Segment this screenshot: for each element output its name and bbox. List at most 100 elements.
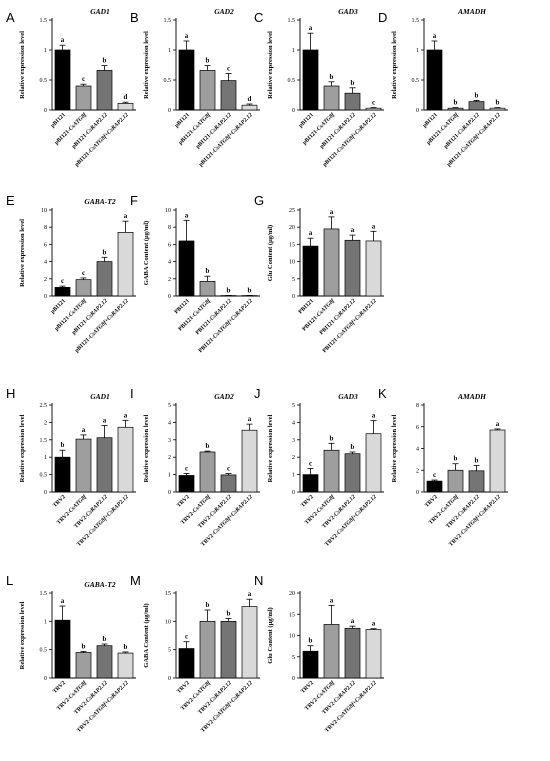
chart-title: GAD2: [214, 392, 234, 401]
y-tick-label: 1: [44, 48, 47, 54]
y-tick-label: 8: [416, 403, 419, 409]
y-tick-label: 0: [292, 108, 295, 114]
bar: [241, 429, 258, 493]
significance-letter: a: [372, 222, 376, 230]
bar: [54, 456, 71, 493]
panel-letter: H: [6, 386, 15, 401]
y-tick-label: 6: [168, 242, 171, 248]
category-label: pBI121: [50, 298, 67, 315]
significance-letter: b: [103, 57, 107, 65]
bar: [96, 437, 113, 493]
y-tick-label: 0: [44, 108, 47, 114]
y-tick-label: 1.5: [40, 18, 48, 24]
bar: [323, 624, 340, 679]
significance-letter: a: [185, 32, 189, 40]
category-label: TRV2: [300, 494, 315, 509]
y-tick-label: 2: [168, 455, 171, 461]
chart-title: AMADH: [457, 392, 487, 401]
bar: [426, 49, 443, 111]
y-tick-label: 0: [292, 490, 295, 496]
significance-letter: b: [475, 91, 479, 99]
y-tick-label: 1: [292, 473, 295, 479]
significance-letter: c: [433, 471, 436, 479]
panel-f: F GABA Content (μg/ml) 0 2 4 6 8 10 a PBI121 b PBI1…: [130, 193, 260, 354]
y-tick-label: 0: [44, 676, 47, 682]
y-tick-label: 1: [416, 48, 419, 54]
bar: [75, 279, 92, 297]
y-tick-label: 6: [44, 242, 47, 248]
significance-letter: b: [206, 267, 210, 275]
y-tick-label: 0: [168, 108, 171, 114]
bar: [426, 480, 443, 493]
y-axis-label: Glu Content (μg/ml): [267, 225, 274, 281]
category-label: PBI121: [298, 298, 315, 315]
significance-letter: b: [454, 455, 458, 463]
y-tick-label: 20: [289, 225, 295, 231]
y-tick-label: 2: [292, 455, 295, 461]
panel-l: L GABA-T2 Relative expression level 0 0.5 1 1.…: [6, 573, 136, 734]
significance-letter: b: [248, 286, 252, 294]
chart-title: GABA-T2: [84, 580, 116, 589]
y-tick-label: 1.5: [288, 18, 296, 24]
y-tick-label: 3: [292, 438, 295, 444]
y-tick-label: 20: [289, 591, 295, 597]
y-tick-label: 4: [168, 420, 171, 426]
y-axis-label: Relative expression level: [19, 31, 26, 99]
y-tick-label: 8: [44, 225, 47, 231]
bar: [365, 433, 382, 493]
bar: [96, 645, 113, 679]
y-axis-label: Relative expression level: [143, 31, 150, 99]
bar: [468, 470, 485, 493]
y-tick-label: 2: [44, 277, 47, 283]
y-tick-label: 1: [168, 48, 171, 54]
panel-k: K AMADH Relative expression level 0 2 4 6 8 c TRV…: [378, 386, 508, 548]
y-tick-label: 3: [168, 438, 171, 444]
panel-letter: A: [6, 10, 15, 25]
y-tick-label: 2: [416, 468, 419, 474]
y-tick-label: 10: [165, 208, 171, 214]
bar: [117, 426, 134, 493]
y-tick-label: 6: [416, 425, 419, 431]
significance-letter: a: [61, 597, 65, 605]
y-tick-label: 5: [168, 648, 171, 654]
panel-b: B GAD2 Relative expression level 0 0.5 1 1.5 a p…: [130, 7, 260, 168]
y-axis-label: GABA Content (μg/ml): [143, 221, 150, 285]
bar: [220, 474, 237, 493]
y-axis-label: Relative expression level: [19, 601, 26, 669]
y-tick-label: 5: [168, 403, 171, 409]
bar: [117, 103, 134, 111]
bar: [323, 449, 340, 493]
panel-letter: K: [378, 386, 387, 401]
y-tick-label: 5: [292, 403, 295, 409]
y-axis-label: Relative expression level: [267, 414, 274, 482]
bar: [365, 107, 382, 111]
y-tick-label: 1: [44, 455, 47, 461]
y-tick-label: 0: [168, 490, 171, 496]
y-tick-label: 0: [292, 676, 295, 682]
y-tick-label: 1.5: [412, 18, 420, 24]
significance-letter: b: [227, 286, 231, 294]
significance-letter: b: [496, 99, 500, 107]
category-label: TRV2: [424, 494, 439, 509]
y-tick-label: 4: [416, 447, 419, 453]
bar: [178, 49, 195, 111]
bar: [302, 49, 319, 111]
significance-letter: b: [103, 635, 107, 643]
bar: [241, 606, 258, 679]
chart-title: GAD3: [338, 392, 358, 401]
category-label: pBI121: [50, 112, 67, 129]
bar: [323, 85, 340, 111]
category-label: TRV2: [52, 680, 67, 695]
significance-letter: a: [185, 211, 189, 219]
significance-letter: a: [103, 417, 107, 425]
bar: [54, 619, 71, 679]
bar: [96, 261, 113, 297]
bar: [468, 101, 485, 111]
significance-letter: b: [103, 248, 107, 256]
y-axis-label: Glu Content (μg/ml): [267, 607, 274, 663]
bar: [489, 107, 506, 111]
bar: [447, 107, 464, 111]
bar: [178, 648, 195, 679]
chart-title: AMADH: [457, 7, 487, 16]
